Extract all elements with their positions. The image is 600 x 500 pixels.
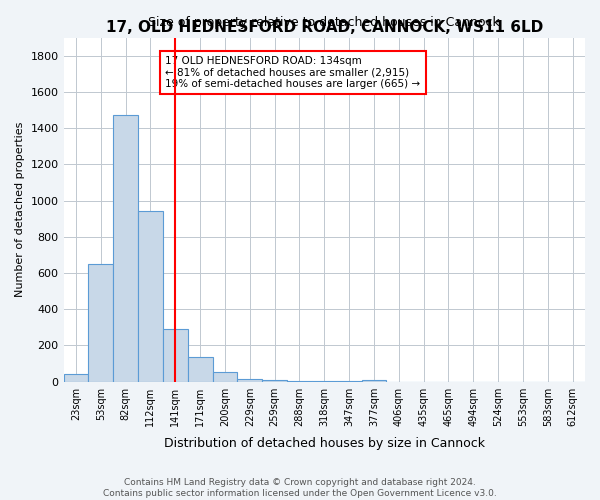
- Text: Contains HM Land Registry data © Crown copyright and database right 2024.
Contai: Contains HM Land Registry data © Crown c…: [103, 478, 497, 498]
- Bar: [212, 372, 238, 382]
- Bar: [113, 114, 138, 382]
- Bar: [64, 374, 88, 382]
- Text: 17 OLD HEDNESFORD ROAD: 134sqm
← 81% of detached houses are smaller (2,915)
19% : 17 OLD HEDNESFORD ROAD: 134sqm ← 81% of …: [166, 56, 421, 89]
- Bar: [188, 357, 212, 382]
- Bar: [238, 379, 262, 382]
- Bar: [88, 264, 113, 382]
- X-axis label: Distribution of detached houses by size in Cannock: Distribution of detached houses by size …: [164, 437, 485, 450]
- Y-axis label: Number of detached properties: Number of detached properties: [15, 122, 25, 298]
- Bar: [262, 380, 287, 382]
- Bar: [287, 380, 312, 382]
- Bar: [138, 212, 163, 382]
- Text: Size of property relative to detached houses in Cannock: Size of property relative to detached ho…: [148, 16, 500, 29]
- Bar: [362, 380, 386, 382]
- Title: 17, OLD HEDNESFORD ROAD, CANNOCK, WS11 6LD: 17, OLD HEDNESFORD ROAD, CANNOCK, WS11 6…: [106, 20, 543, 35]
- Bar: [163, 329, 188, 382]
- Bar: [337, 380, 362, 382]
- Bar: [312, 380, 337, 382]
